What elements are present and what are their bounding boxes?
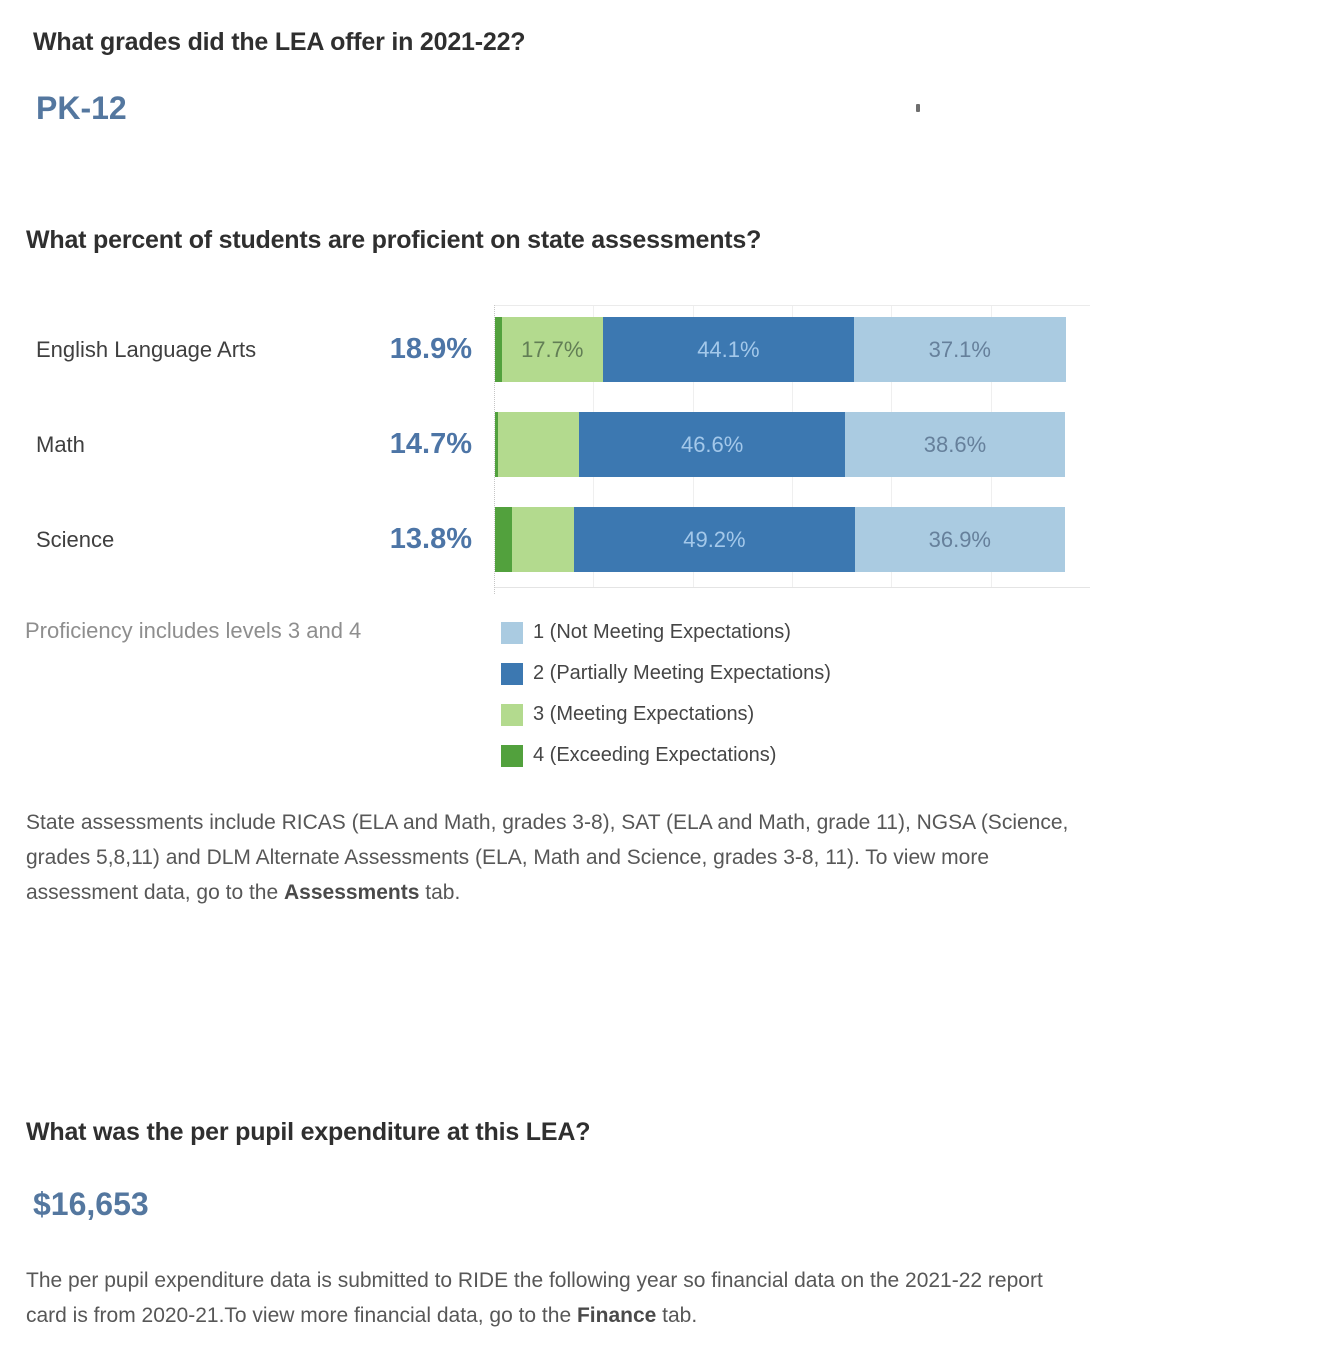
bar-segment-english-language-arts-level2[interactable]: 44.1% bbox=[602, 317, 855, 382]
proficiency-value-math: 14.7% bbox=[389, 428, 472, 460]
bar-segment-math-level2[interactable]: 46.6% bbox=[579, 412, 845, 477]
proficiency-note: Proficiency includes levels 3 and 4 bbox=[25, 618, 362, 643]
legend-item-level1[interactable]: 1 (Not Meeting Expectations) bbox=[501, 612, 961, 653]
assessment-footnote-text-end: tab. bbox=[419, 881, 461, 904]
category-label-science: Science bbox=[36, 527, 115, 552]
bar-segment-english-language-arts-level1[interactable]: 37.1% bbox=[854, 317, 1066, 382]
bar-segment-label: 38.6% bbox=[923, 431, 987, 457]
legend-label: 3 (Meeting Expectations) bbox=[533, 703, 755, 725]
legend-label: 4 (Exceeding Expectations) bbox=[533, 744, 777, 766]
bar-segment-label: 46.6% bbox=[680, 431, 744, 457]
assessment-footnote-text: State assessments include RICAS (ELA and… bbox=[26, 811, 1069, 904]
bar-row-math: 46.6% 38.6% bbox=[495, 412, 1065, 477]
bar-segment-science-level3[interactable] bbox=[511, 507, 575, 572]
bar-segment-label: 36.9% bbox=[928, 526, 991, 552]
legend-item-level2[interactable]: 2 (Partially Meeting Expectations) bbox=[501, 653, 961, 694]
proficiency-value-english-language-arts: 18.9% bbox=[389, 333, 472, 365]
bar-segment-science-level2[interactable]: 49.2% bbox=[574, 507, 855, 572]
bar-segment-english-language-arts-level3[interactable]: 17.7% bbox=[501, 317, 603, 382]
bar-segment-label: 37.1% bbox=[928, 336, 991, 362]
bar-segment-label: 17.7% bbox=[521, 336, 584, 362]
expenditure-question-heading: What was the per pupil expenditure at th… bbox=[26, 1118, 591, 1146]
legend-swatch-level4 bbox=[501, 744, 523, 767]
bar-segment-science-level1[interactable]: 36.9% bbox=[854, 507, 1065, 572]
proficiency-value-science: 13.8% bbox=[389, 523, 472, 555]
legend-swatch-level1 bbox=[501, 621, 523, 644]
stray-artifact-mark bbox=[916, 104, 920, 112]
zero-axis-line bbox=[494, 305, 495, 594]
bar-segment-math-level4[interactable] bbox=[495, 412, 498, 477]
legend-item-level3[interactable]: 3 (Meeting Expectations) bbox=[501, 694, 961, 735]
legend-label: 2 (Partially Meeting Expectations) bbox=[533, 662, 831, 684]
finance-footnote-text-end: tab. bbox=[656, 1304, 698, 1327]
grades-answer-value: PK-12 bbox=[36, 90, 127, 126]
bar-segment-english-language-arts-level4[interactable] bbox=[495, 317, 502, 382]
legend-label: 1 (Not Meeting Expectations) bbox=[533, 621, 791, 643]
category-label-math: Math bbox=[36, 432, 85, 457]
category-label-english-language-arts: English Language Arts bbox=[36, 337, 257, 362]
assessment-question-heading: What percent of students are proficient … bbox=[26, 226, 762, 254]
grades-question-heading: What grades did the LEA offer in 2021-22… bbox=[33, 28, 526, 56]
expenditure-answer-value: $16,653 bbox=[33, 1186, 149, 1222]
bar-row-english-language-arts: 17.7% 44.1% 37.1% bbox=[495, 317, 1066, 382]
legend-swatch-level2 bbox=[501, 662, 523, 685]
assessments-tab-reference: Assessments bbox=[284, 881, 420, 904]
bar-segment-math-level1[interactable]: 38.6% bbox=[844, 412, 1065, 477]
bar-segment-math-level3[interactable] bbox=[497, 412, 580, 477]
proficiency-stacked-bar-chart: English Language Arts 18.9% 17.7% 44.1% 37.1… bbox=[0, 305, 1320, 597]
chart-legend: 1 (Not Meeting Expectations) 2 (Partiall… bbox=[501, 612, 961, 776]
bar-segment-science-level4[interactable] bbox=[495, 507, 512, 572]
assessment-footnote: State assessments include RICAS (ELA and… bbox=[26, 805, 1074, 910]
finance-footnote: The per pupil expenditure data is submit… bbox=[26, 1263, 1078, 1333]
bar-segment-label: 44.1% bbox=[697, 336, 760, 362]
bar-segment-label: 49.2% bbox=[683, 526, 746, 552]
bar-row-science: 49.2% 36.9% bbox=[495, 507, 1065, 572]
finance-footnote-text: The per pupil expenditure data is submit… bbox=[26, 1269, 1043, 1327]
legend-swatch-level3 bbox=[501, 703, 523, 726]
legend-item-level4[interactable]: 4 (Exceeding Expectations) bbox=[501, 735, 961, 776]
finance-tab-reference: Finance bbox=[576, 1304, 657, 1327]
